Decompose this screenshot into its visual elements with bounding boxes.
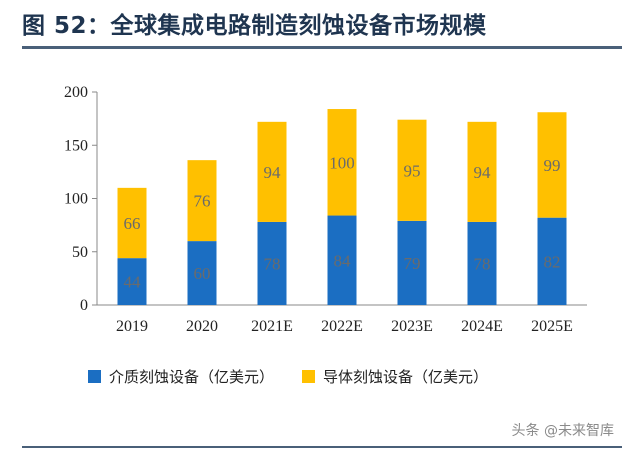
x-tick-label: 2020	[186, 318, 218, 335]
data-label: 99	[544, 156, 561, 175]
bar-segment-dielectric	[327, 215, 357, 305]
bar-segment-dielectric	[117, 258, 147, 305]
bar-segment-conductor	[397, 119, 427, 221]
stacked-bar-chart: 0 50 100 150 200 44 66 2019 60 76 2020 78 94 2021E 84 1…	[64, 84, 587, 335]
legend-item-conductor: 导体刻蚀设备（亿美元）	[302, 366, 488, 387]
bar-segment-conductor	[467, 121, 497, 222]
data-label: 60	[194, 264, 211, 283]
data-label: 44	[124, 273, 142, 292]
data-label: 79	[404, 254, 421, 273]
title-bar: 图 52：全球集成电路制造刻蚀设备市场规模	[22, 0, 622, 49]
legend-label-conductor: 导体刻蚀设备（亿美元）	[323, 367, 489, 386]
x-tick-label: 2025E	[531, 318, 573, 335]
x-tick-label: 2022E	[321, 318, 363, 335]
data-label: 82	[544, 252, 561, 271]
data-label: 94	[474, 163, 492, 182]
x-tick-label: 2021E	[251, 318, 293, 335]
legend-swatch-dielectric	[88, 369, 101, 383]
data-label: 78	[264, 254, 281, 273]
bar-segment-conductor	[327, 109, 357, 216]
bar-segment-conductor	[187, 160, 217, 242]
y-tick-label: 100	[64, 191, 88, 208]
bar-segment-conductor	[257, 121, 287, 222]
legend: 介质刻蚀设备（亿美元） 导体刻蚀设备（亿美元）	[88, 364, 516, 388]
data-label: 100	[329, 153, 355, 172]
data-label: 84	[334, 251, 352, 270]
bottom-rule	[22, 446, 622, 448]
bar-segment-conductor	[117, 187, 147, 259]
legend-item-dielectric: 介质刻蚀设备（亿美元）	[88, 366, 274, 387]
legend-label-dielectric: 介质刻蚀设备（亿美元）	[109, 367, 275, 386]
data-label: 94	[264, 163, 282, 182]
x-tick-label: 2023E	[391, 318, 433, 335]
data-label: 66	[124, 214, 141, 233]
bar-segment-conductor	[537, 112, 567, 218]
bar-segment-dielectric	[257, 221, 287, 305]
y-tick-label: 200	[64, 84, 88, 101]
data-label: 78	[474, 254, 491, 273]
data-label: 95	[404, 161, 421, 180]
x-tick-label: 2024E	[461, 318, 503, 335]
y-tick-label: 50	[72, 244, 88, 261]
watermark: 头条 @未来智库	[511, 423, 614, 439]
data-label: 76	[194, 192, 211, 211]
legend-swatch-conductor	[302, 369, 316, 383]
x-tick-label: 2019	[116, 318, 148, 335]
bar-segment-dielectric	[397, 220, 427, 305]
bar-segment-dielectric	[537, 217, 567, 305]
page-title: 图 52：全球集成电路制造刻蚀设备市场规模	[22, 13, 487, 39]
bar-segment-dielectric	[467, 221, 497, 305]
y-tick-label: 0	[80, 297, 88, 314]
y-tick-label: 150	[64, 137, 88, 154]
bar-segment-dielectric	[187, 241, 217, 305]
